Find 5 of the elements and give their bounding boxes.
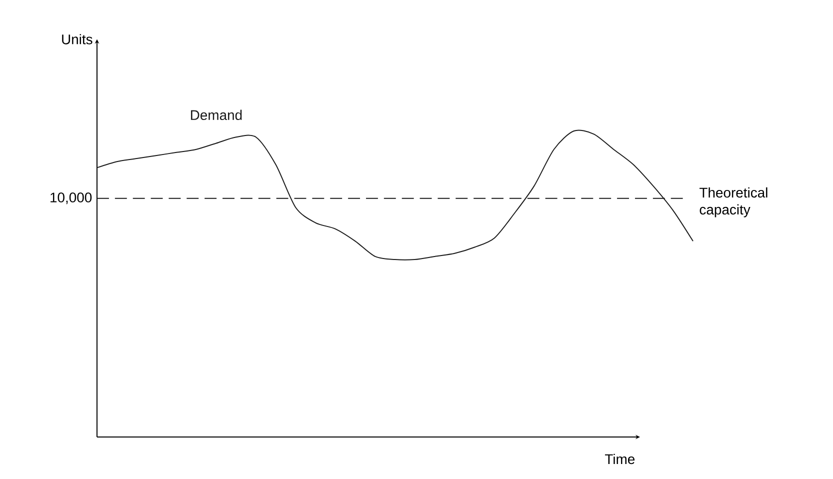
text: 10,000 <box>50 192 92 204</box>
series-label: Demand <box>190 110 242 120</box>
ref-line-label: Theoretical capacity <box>700 187 768 218</box>
text: Units <box>62 34 92 44</box>
x-axis-title: Time <box>604 454 635 464</box>
